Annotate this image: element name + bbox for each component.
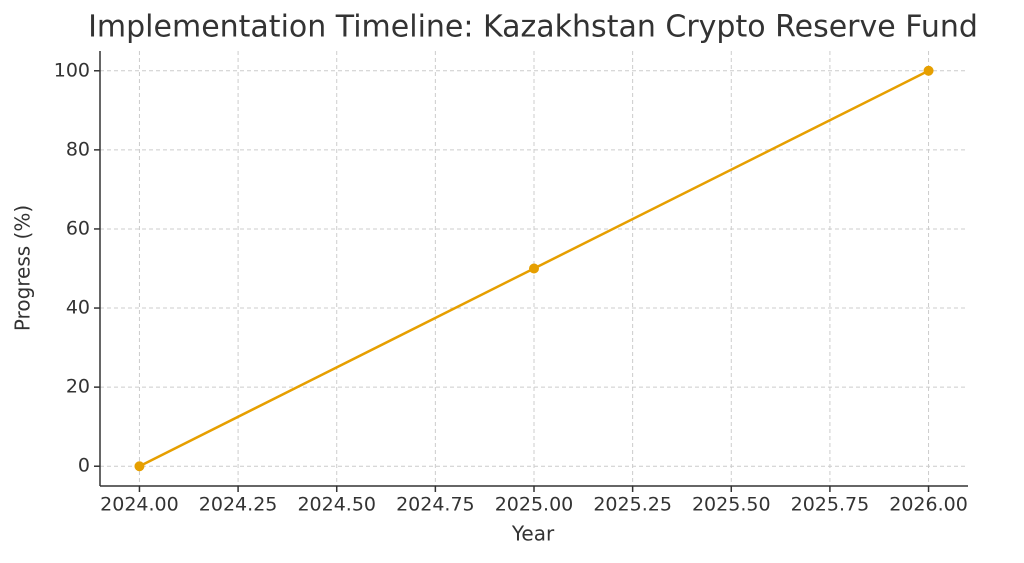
x-tick-label: 2024.75 bbox=[396, 494, 475, 516]
x-tick-label: 2024.25 bbox=[199, 494, 278, 516]
x-tick-label: 2025.25 bbox=[593, 494, 672, 516]
point bbox=[134, 461, 145, 472]
x-tick-label: 2025.00 bbox=[495, 494, 574, 516]
x-tick-label: 2024.00 bbox=[100, 494, 179, 516]
x-tick-label: 2025.50 bbox=[692, 494, 771, 516]
point bbox=[529, 263, 539, 274]
x-axis-label: Year bbox=[511, 522, 555, 546]
x-tick-label: 2026.00 bbox=[889, 494, 968, 516]
y-tick-label: 40 bbox=[66, 297, 90, 319]
y-tick-label: 60 bbox=[66, 217, 90, 239]
y-tick-label: 0 bbox=[78, 455, 90, 477]
y-tick-label: 100 bbox=[54, 59, 90, 81]
y-tick-label: 20 bbox=[66, 376, 90, 398]
x-tick-label: 2025.75 bbox=[791, 494, 870, 516]
y-axis-label: Progress (%) bbox=[11, 205, 35, 331]
x-tick-label: 2024.50 bbox=[297, 494, 376, 516]
point bbox=[923, 65, 934, 76]
y-tick-label: 80 bbox=[66, 138, 90, 160]
chart-title: Implementation Timeline: Kazakhstan Cryp… bbox=[88, 10, 978, 45]
